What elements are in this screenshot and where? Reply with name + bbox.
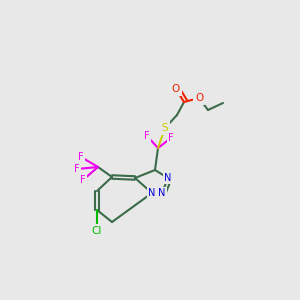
Text: F: F: [168, 133, 174, 143]
Text: F: F: [78, 152, 84, 162]
Text: S: S: [162, 123, 168, 133]
Text: F: F: [74, 164, 80, 174]
Text: N: N: [158, 188, 166, 198]
Text: O: O: [172, 84, 180, 94]
Text: N: N: [148, 188, 156, 198]
Text: O: O: [195, 93, 203, 103]
Text: Cl: Cl: [92, 226, 102, 236]
Text: N: N: [164, 173, 172, 183]
Text: F: F: [80, 175, 86, 185]
Text: F: F: [144, 131, 150, 141]
